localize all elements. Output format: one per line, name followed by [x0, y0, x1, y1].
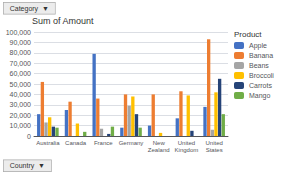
svg-text:Sum of Amount: Sum of Amount [32, 16, 94, 26]
svg-text:0: 0 [27, 133, 31, 140]
svg-text:Product: Product [234, 30, 262, 39]
svg-text:30,000: 30,000 [10, 101, 32, 108]
svg-text:New: New [153, 140, 166, 146]
svg-text:60,000: 60,000 [10, 70, 32, 77]
svg-text:Kingdom: Kingdom [175, 147, 199, 153]
svg-text:40,000: 40,000 [10, 91, 32, 98]
svg-text:Australia: Australia [36, 140, 60, 146]
svg-text:Broccoli: Broccoli [249, 72, 274, 79]
svg-text:States: States [206, 147, 223, 153]
svg-text:Germany: Germany [119, 140, 144, 146]
svg-text:80,000: 80,000 [10, 49, 32, 56]
svg-text:Category ▼: Category ▼ [10, 5, 49, 13]
svg-text:20,000: 20,000 [10, 112, 32, 119]
svg-text:Mango: Mango [249, 92, 271, 100]
svg-text:France: France [94, 140, 113, 146]
svg-text:Apple: Apple [249, 42, 267, 50]
svg-text:Beans: Beans [249, 62, 269, 69]
svg-text:Canada: Canada [65, 140, 87, 146]
svg-text:100,000: 100,000 [6, 29, 31, 36]
svg-text:Banana: Banana [249, 52, 273, 59]
svg-text:United: United [178, 140, 195, 146]
svg-text:70,000: 70,000 [10, 60, 32, 67]
svg-text:Country ▼: Country ▼ [10, 162, 45, 170]
svg-text:Carrots: Carrots [249, 82, 272, 89]
svg-text:10,000: 10,000 [10, 122, 32, 129]
svg-text:United: United [205, 140, 222, 146]
svg-text:50,000: 50,000 [10, 81, 32, 88]
svg-text:90,000: 90,000 [10, 39, 32, 46]
svg-text:Zealand: Zealand [148, 147, 170, 153]
